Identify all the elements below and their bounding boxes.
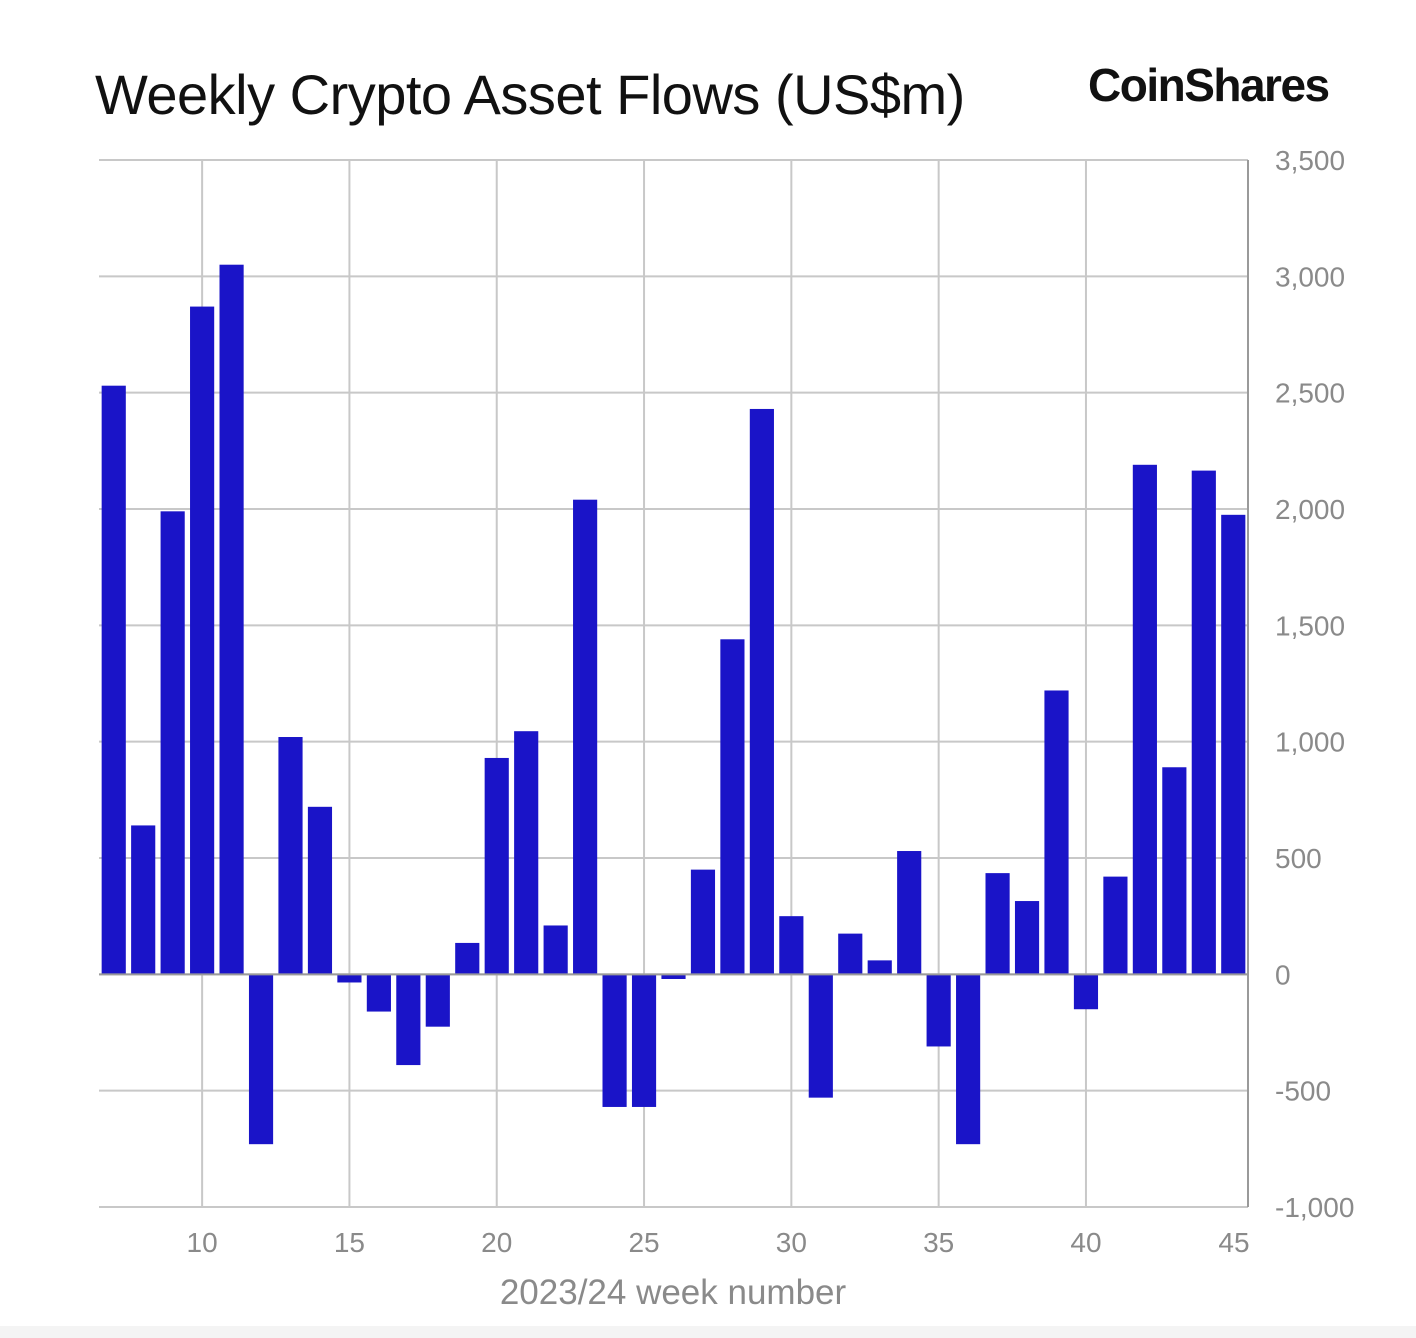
bar-week-20	[484, 757, 509, 975]
y-tick-label: 1,000	[1275, 727, 1345, 758]
bar-week-31	[808, 974, 833, 1098]
y-tick-label: 3,000	[1275, 261, 1345, 292]
y-tick-label: 2,000	[1275, 494, 1345, 525]
bar-week-9	[160, 511, 185, 975]
bar-week-43	[1162, 767, 1187, 975]
bar-week-30	[779, 916, 804, 975]
coinshares-logo: CoinShares	[1088, 59, 1330, 111]
x-tick-label: 10	[187, 1227, 218, 1258]
bar-week-18	[425, 974, 450, 1027]
y-tick-label: 1,500	[1275, 610, 1345, 641]
bar-week-17	[396, 974, 421, 1066]
y-tick-label: 500	[1275, 843, 1322, 874]
y-tick-label: -1,000	[1275, 1192, 1354, 1223]
x-tick-label: 20	[481, 1227, 512, 1258]
bar-week-37	[985, 873, 1010, 975]
bar-week-32	[838, 933, 863, 975]
bar-week-15	[337, 974, 362, 983]
bar-week-21	[514, 731, 539, 975]
y-tick-label: -500	[1275, 1076, 1331, 1107]
bar-week-26	[661, 974, 686, 979]
bar-week-7	[101, 385, 126, 975]
bottom-band	[0, 1326, 1416, 1338]
bar-week-41	[1103, 876, 1128, 975]
bar-week-11	[219, 264, 244, 975]
bar-week-40	[1073, 974, 1099, 1010]
x-tick-label: 40	[1070, 1227, 1101, 1258]
bar-week-24	[602, 974, 627, 1107]
bar-week-38	[1014, 901, 1040, 975]
x-tick-label: 25	[628, 1227, 659, 1258]
y-tick-label: 2,500	[1275, 378, 1345, 409]
y-tick-label: 0	[1275, 959, 1291, 990]
bar-week-36	[956, 974, 981, 1145]
x-tick-label: 35	[923, 1227, 954, 1258]
bar-week-13	[278, 737, 303, 975]
chart-title: Weekly Crypto Asset Flows (US$m)	[95, 63, 965, 126]
x-tick-label: 15	[334, 1227, 365, 1258]
bar-week-34	[897, 851, 922, 975]
x-tick-label: 30	[776, 1227, 807, 1258]
bar-week-14	[307, 806, 333, 975]
bar-week-25	[631, 974, 657, 1107]
x-tick-label: 45	[1218, 1227, 1249, 1258]
bar-week-27	[690, 869, 716, 975]
bar-week-35	[926, 974, 951, 1047]
bar-week-10	[190, 306, 215, 975]
x-axis-label: 2023/24 week number	[500, 1273, 847, 1312]
bar-week-8	[131, 825, 156, 975]
bar-week-39	[1044, 690, 1069, 975]
y-tick-label: 3,500	[1275, 145, 1345, 176]
bar-week-22	[543, 925, 568, 975]
bar-week-19	[455, 942, 480, 975]
bar-week-33	[867, 960, 892, 975]
bar-week-12	[248, 974, 274, 1145]
bar-week-42	[1132, 464, 1157, 975]
bar-week-44	[1191, 470, 1216, 975]
bar-week-45	[1221, 514, 1246, 975]
bar-week-16	[366, 974, 391, 1012]
bar-week-29	[749, 408, 774, 975]
bar-week-23	[573, 499, 598, 975]
bar-week-28	[720, 639, 745, 975]
